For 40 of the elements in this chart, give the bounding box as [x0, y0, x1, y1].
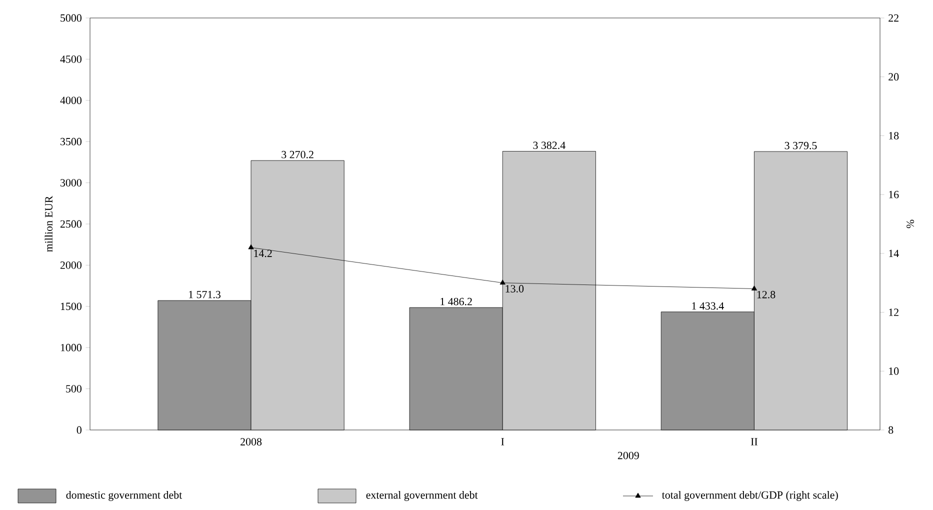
y2-tick-label: 22 — [888, 14, 898, 22]
data-label: 3 270.2 — [282, 150, 314, 158]
point — [248, 244, 254, 250]
y-tick-label: 0 — [76, 426, 82, 434]
y-tick-label: 500 — [66, 385, 82, 392]
y2-tick-label: 16 — [889, 190, 899, 198]
y2-tick-label: 18 — [889, 132, 899, 140]
y2-tick-label: 12 — [889, 308, 898, 316]
y-tick-label: 1000 — [60, 344, 82, 352]
y-tick-label: 1500 — [60, 302, 82, 310]
y-tick-label: 5000 — [60, 14, 82, 22]
data-label: 14.2 — [254, 250, 272, 258]
point — [500, 280, 506, 285]
y-tick-label: 3000 — [60, 179, 82, 186]
point — [751, 286, 758, 290]
data-label: 13.0 — [506, 285, 524, 292]
data-label: 3 382.4 — [533, 142, 566, 150]
x-axis-title: 2009 — [618, 452, 639, 460]
y-tick-label: 4000 — [60, 96, 82, 104]
data-label: 12.8 — [757, 290, 776, 298]
data-label: 3 379.5 — [784, 142, 817, 150]
legend-label: domestic government debt — [66, 491, 182, 501]
data-label: 1 486.2 — [440, 298, 472, 306]
x-tick-label: II — [750, 438, 758, 446]
y2-tick-label: 14 — [889, 250, 899, 258]
y-tick-label: 4500 — [60, 55, 82, 63]
y-tick-label: 3500 — [60, 138, 82, 146]
data-label: 1 433.4 — [692, 302, 724, 310]
x-tick-label: 2008 — [240, 438, 262, 446]
y2-tick-label: 10 — [889, 367, 899, 375]
y2-tick-label: 8 — [888, 426, 894, 434]
data-label: 1 571.3 — [189, 290, 220, 298]
legend-label: total government debt/GDP (right scale) — [662, 491, 838, 501]
y2-tick-label: 20 — [888, 73, 899, 81]
y-tick-label: 2500 — [60, 220, 82, 228]
y-tick-label: 2000 — [60, 261, 82, 269]
y-axis-title: million EUR — [44, 196, 52, 252]
x-tick-label: I — [501, 438, 504, 446]
y2-axis-title: % — [906, 220, 914, 228]
legend-label: external government debt — [366, 491, 478, 501]
